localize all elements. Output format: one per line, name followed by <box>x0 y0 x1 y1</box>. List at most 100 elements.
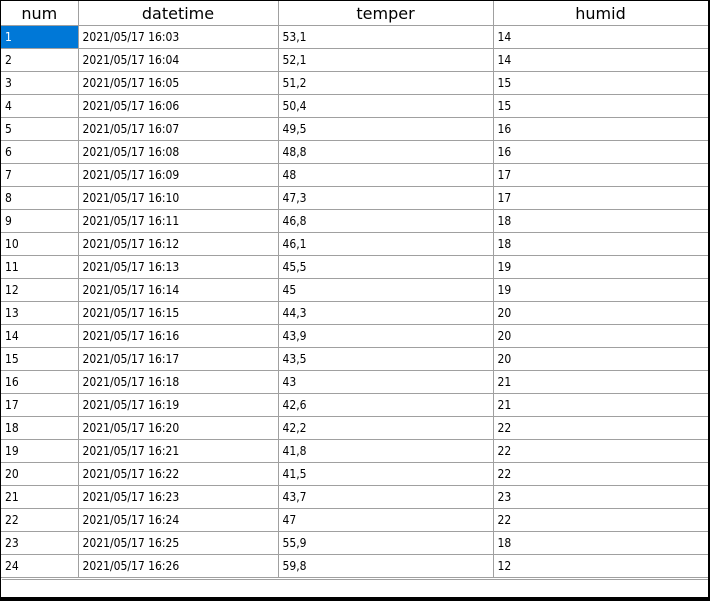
table-row[interactable]: 15 2021/05/17 16:17 43,5 20 <box>1 347 708 371</box>
cell-temper[interactable]: 46,8 <box>278 209 494 233</box>
table-row[interactable]: 6 2021/05/17 16:08 48,8 16 <box>1 140 708 164</box>
cell-num[interactable]: 19 <box>1 439 79 463</box>
cell-temper[interactable]: 59,8 <box>278 554 494 578</box>
table-row[interactable]: 14 2021/05/17 16:16 43,9 20 <box>1 324 708 348</box>
cell-temper[interactable]: 42,6 <box>278 393 494 417</box>
cell-temper[interactable]: 41,5 <box>278 462 494 486</box>
cell-num[interactable]: 24 <box>1 554 79 578</box>
cell-num[interactable]: 4 <box>1 94 79 118</box>
cell-datetime[interactable]: 2021/05/17 16:24 <box>78 508 279 532</box>
cell-humid[interactable]: 20 <box>493 324 708 348</box>
table-row[interactable]: 12 2021/05/17 16:14 45 19 <box>1 278 708 302</box>
cell-humid[interactable]: 17 <box>493 163 708 187</box>
table-row[interactable]: 4 2021/05/17 16:06 50,4 15 <box>1 94 708 118</box>
cell-humid[interactable]: 20 <box>493 301 708 325</box>
cell-datetime[interactable]: 2021/05/17 16:16 <box>78 324 279 348</box>
cell-temper[interactable]: 53,1 <box>278 25 494 49</box>
cell-temper[interactable]: 47 <box>278 508 494 532</box>
cell-temper[interactable]: 43,9 <box>278 324 494 348</box>
cell-humid[interactable]: 21 <box>493 370 708 394</box>
cell-humid[interactable]: 14 <box>493 48 708 72</box>
table-row[interactable]: 17 2021/05/17 16:19 42,6 21 <box>1 393 708 417</box>
cell-temper[interactable]: 42,2 <box>278 416 494 440</box>
cell-datetime[interactable]: 2021/05/17 16:11 <box>78 209 279 233</box>
cell-datetime[interactable]: 2021/05/17 16:09 <box>78 163 279 187</box>
cell-humid[interactable]: 20 <box>493 347 708 371</box>
cell-temper[interactable]: 44,3 <box>278 301 494 325</box>
cell-humid[interactable]: 18 <box>493 531 708 555</box>
cell-datetime[interactable]: 2021/05/17 16:14 <box>78 278 279 302</box>
cell-temper[interactable]: 55,9 <box>278 531 494 555</box>
cell-humid[interactable]: 22 <box>493 462 708 486</box>
table-row[interactable]: 22 2021/05/17 16:24 47 22 <box>1 508 708 532</box>
cell-humid[interactable]: 21 <box>493 393 708 417</box>
cell-datetime[interactable]: 2021/05/17 16:06 <box>78 94 279 118</box>
cell-num[interactable]: 7 <box>1 163 79 187</box>
cell-num[interactable]: 16 <box>1 370 79 394</box>
cell-datetime[interactable]: 2021/05/17 16:25 <box>78 531 279 555</box>
cell-num[interactable]: 10 <box>1 232 79 256</box>
cell-humid[interactable]: 15 <box>493 94 708 118</box>
cell-num[interactable]: 9 <box>1 209 79 233</box>
cell-humid[interactable]: 18 <box>493 209 708 233</box>
table-row[interactable]: 9 2021/05/17 16:11 46,8 18 <box>1 209 708 233</box>
cell-temper[interactable]: 51,2 <box>278 71 494 95</box>
cell-datetime[interactable]: 2021/05/17 16:08 <box>78 140 279 164</box>
cell-humid[interactable]: 16 <box>493 117 708 141</box>
table-row[interactable]: 7 2021/05/17 16:09 48 17 <box>1 163 708 187</box>
cell-humid[interactable]: 19 <box>493 255 708 279</box>
cell-datetime[interactable]: 2021/05/17 16:18 <box>78 370 279 394</box>
cell-datetime[interactable]: 2021/05/17 16:17 <box>78 347 279 371</box>
cell-num[interactable]: 3 <box>1 71 79 95</box>
cell-num[interactable]: 13 <box>1 301 79 325</box>
cell-datetime[interactable]: 2021/05/17 16:20 <box>78 416 279 440</box>
cell-temper[interactable]: 48,8 <box>278 140 494 164</box>
cell-datetime[interactable]: 2021/05/17 16:21 <box>78 439 279 463</box>
cell-temper[interactable]: 47,3 <box>278 186 494 210</box>
cell-num[interactable]: 5 <box>1 117 79 141</box>
table-row[interactable]: 20 2021/05/17 16:22 41,5 22 <box>1 462 708 486</box>
cell-datetime[interactable]: 2021/05/17 16:19 <box>78 393 279 417</box>
table-row[interactable]: 24 2021/05/17 16:26 59,8 12 <box>1 554 708 578</box>
cell-humid[interactable]: 19 <box>493 278 708 302</box>
cell-num[interactable]: 22 <box>1 508 79 532</box>
cell-num[interactable]: 1 <box>1 25 79 49</box>
cell-num[interactable]: 23 <box>1 531 79 555</box>
table-row[interactable]: 18 2021/05/17 16:20 42,2 22 <box>1 416 708 440</box>
cell-datetime[interactable]: 2021/05/17 16:26 <box>78 554 279 578</box>
cell-temper[interactable]: 48 <box>278 163 494 187</box>
cell-temper[interactable]: 49,5 <box>278 117 494 141</box>
cell-datetime[interactable]: 2021/05/17 16:04 <box>78 48 279 72</box>
cell-datetime[interactable]: 2021/05/17 16:22 <box>78 462 279 486</box>
cell-datetime[interactable]: 2021/05/17 16:12 <box>78 232 279 256</box>
column-header-datetime[interactable]: datetime <box>78 1 279 26</box>
cell-datetime[interactable]: 2021/05/17 16:10 <box>78 186 279 210</box>
cell-num[interactable]: 21 <box>1 485 79 509</box>
column-header-humid[interactable]: humid <box>493 1 708 26</box>
cell-humid[interactable]: 22 <box>493 508 708 532</box>
cell-num[interactable]: 15 <box>1 347 79 371</box>
table-row[interactable]: 10 2021/05/17 16:12 46,1 18 <box>1 232 708 256</box>
cell-num[interactable]: 8 <box>1 186 79 210</box>
cell-humid[interactable]: 18 <box>493 232 708 256</box>
cell-num[interactable]: 11 <box>1 255 79 279</box>
cell-humid[interactable]: 14 <box>493 25 708 49</box>
table-row[interactable]: 11 2021/05/17 16:13 45,5 19 <box>1 255 708 279</box>
cell-temper[interactable]: 52,1 <box>278 48 494 72</box>
table-row[interactable]: 16 2021/05/17 16:18 43 21 <box>1 370 708 394</box>
column-header-temper[interactable]: temper <box>278 1 494 26</box>
cell-datetime[interactable]: 2021/05/17 16:07 <box>78 117 279 141</box>
cell-humid[interactable]: 17 <box>493 186 708 210</box>
table-row[interactable]: 19 2021/05/17 16:21 41,8 22 <box>1 439 708 463</box>
table-row[interactable]: 8 2021/05/17 16:10 47,3 17 <box>1 186 708 210</box>
cell-temper[interactable]: 43,5 <box>278 347 494 371</box>
cell-num[interactable]: 17 <box>1 393 79 417</box>
cell-humid[interactable]: 15 <box>493 71 708 95</box>
cell-temper[interactable]: 50,4 <box>278 94 494 118</box>
table-row[interactable]: 2 2021/05/17 16:04 52,1 14 <box>1 48 708 72</box>
cell-humid[interactable]: 22 <box>493 416 708 440</box>
cell-datetime[interactable]: 2021/05/17 16:13 <box>78 255 279 279</box>
cell-humid[interactable]: 16 <box>493 140 708 164</box>
cell-temper[interactable]: 46,1 <box>278 232 494 256</box>
